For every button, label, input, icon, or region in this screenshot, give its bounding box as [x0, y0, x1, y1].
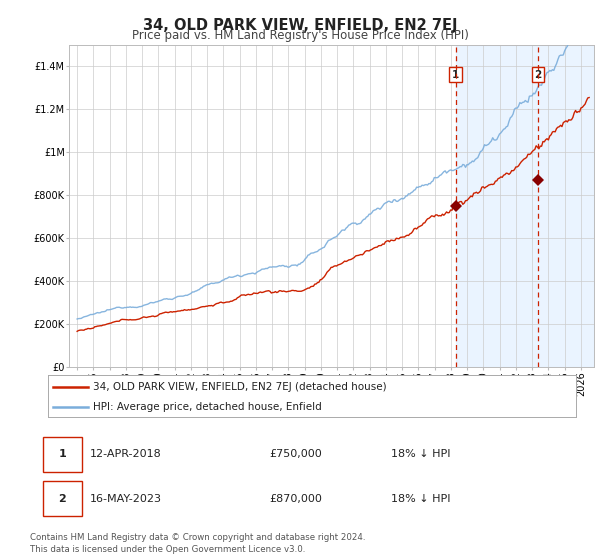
Text: 18% ↓ HPI: 18% ↓ HPI [391, 494, 451, 504]
Text: Price paid vs. HM Land Registry's House Price Index (HPI): Price paid vs. HM Land Registry's House … [131, 29, 469, 42]
Text: £870,000: £870,000 [270, 494, 323, 504]
Bar [568, 45, 594, 367]
Text: 1: 1 [452, 70, 459, 80]
Text: This data is licensed under the Open Government Licence v3.0.: This data is licensed under the Open Gov… [30, 545, 305, 554]
Text: 2: 2 [535, 70, 542, 80]
Text: 18% ↓ HPI: 18% ↓ HPI [391, 449, 451, 459]
Text: 34, OLD PARK VIEW, ENFIELD, EN2 7EJ (detached house): 34, OLD PARK VIEW, ENFIELD, EN2 7EJ (det… [93, 381, 386, 391]
FancyBboxPatch shape [43, 437, 82, 472]
Text: Contains HM Land Registry data © Crown copyright and database right 2024.: Contains HM Land Registry data © Crown c… [30, 533, 365, 542]
Bar [455, 45, 594, 367]
Text: £750,000: £750,000 [270, 449, 323, 459]
Text: 2: 2 [58, 494, 66, 504]
Text: 34, OLD PARK VIEW, ENFIELD, EN2 7EJ: 34, OLD PARK VIEW, ENFIELD, EN2 7EJ [143, 18, 457, 33]
Text: 1: 1 [58, 449, 66, 459]
Text: HPI: Average price, detached house, Enfield: HPI: Average price, detached house, Enfi… [93, 402, 322, 412]
Text: 16-MAY-2023: 16-MAY-2023 [90, 494, 162, 504]
Text: 12-APR-2018: 12-APR-2018 [90, 449, 162, 459]
FancyBboxPatch shape [43, 482, 82, 516]
